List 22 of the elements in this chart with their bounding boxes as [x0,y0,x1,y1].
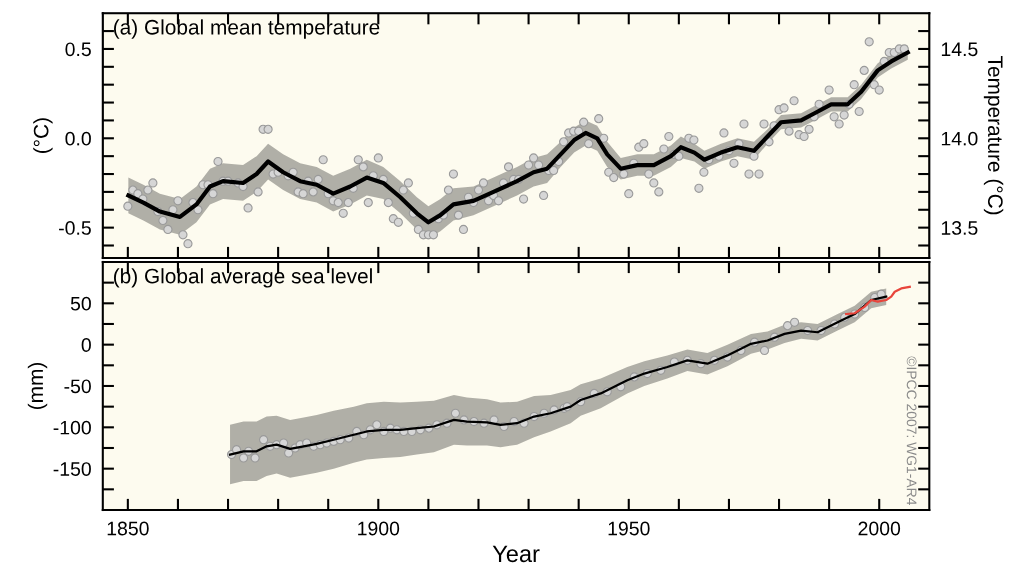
y-axis-title: (mm) [27,362,48,409]
x-tick-label: 2000 [858,521,901,536]
x-axis-title: Year [492,545,540,563]
y-axis-title: (°C) [33,118,53,153]
chart-title: (b) Global average sea level [114,268,372,288]
y-tick-label: -50 [64,379,91,394]
y-tick-label: 0 [81,338,91,352]
y-tick-label: 0.0 [65,131,91,146]
y-tick-label: -100 [53,420,91,435]
x-tick-label: 1900 [358,521,400,536]
y2-tick-label: 14.5 [941,42,978,57]
y-tick-label: 0.5 [65,42,91,57]
y-tick-label: 50 [70,296,91,311]
y2-axis-title: Temperature (°C) [983,56,1004,215]
x-tick-label: 1850 [107,521,149,536]
y2-tick-label: 14.0 [941,131,978,146]
x-tick-label: 1950 [608,521,650,536]
y2-tick-label: 13.5 [941,221,978,235]
chart-title: (a) Global mean temperature [114,19,380,39]
annotation: ©IPCC 2007: WG1-AR4 [906,356,917,505]
y-tick-label: -150 [53,462,91,476]
y-tick-label: -0.5 [59,221,91,235]
